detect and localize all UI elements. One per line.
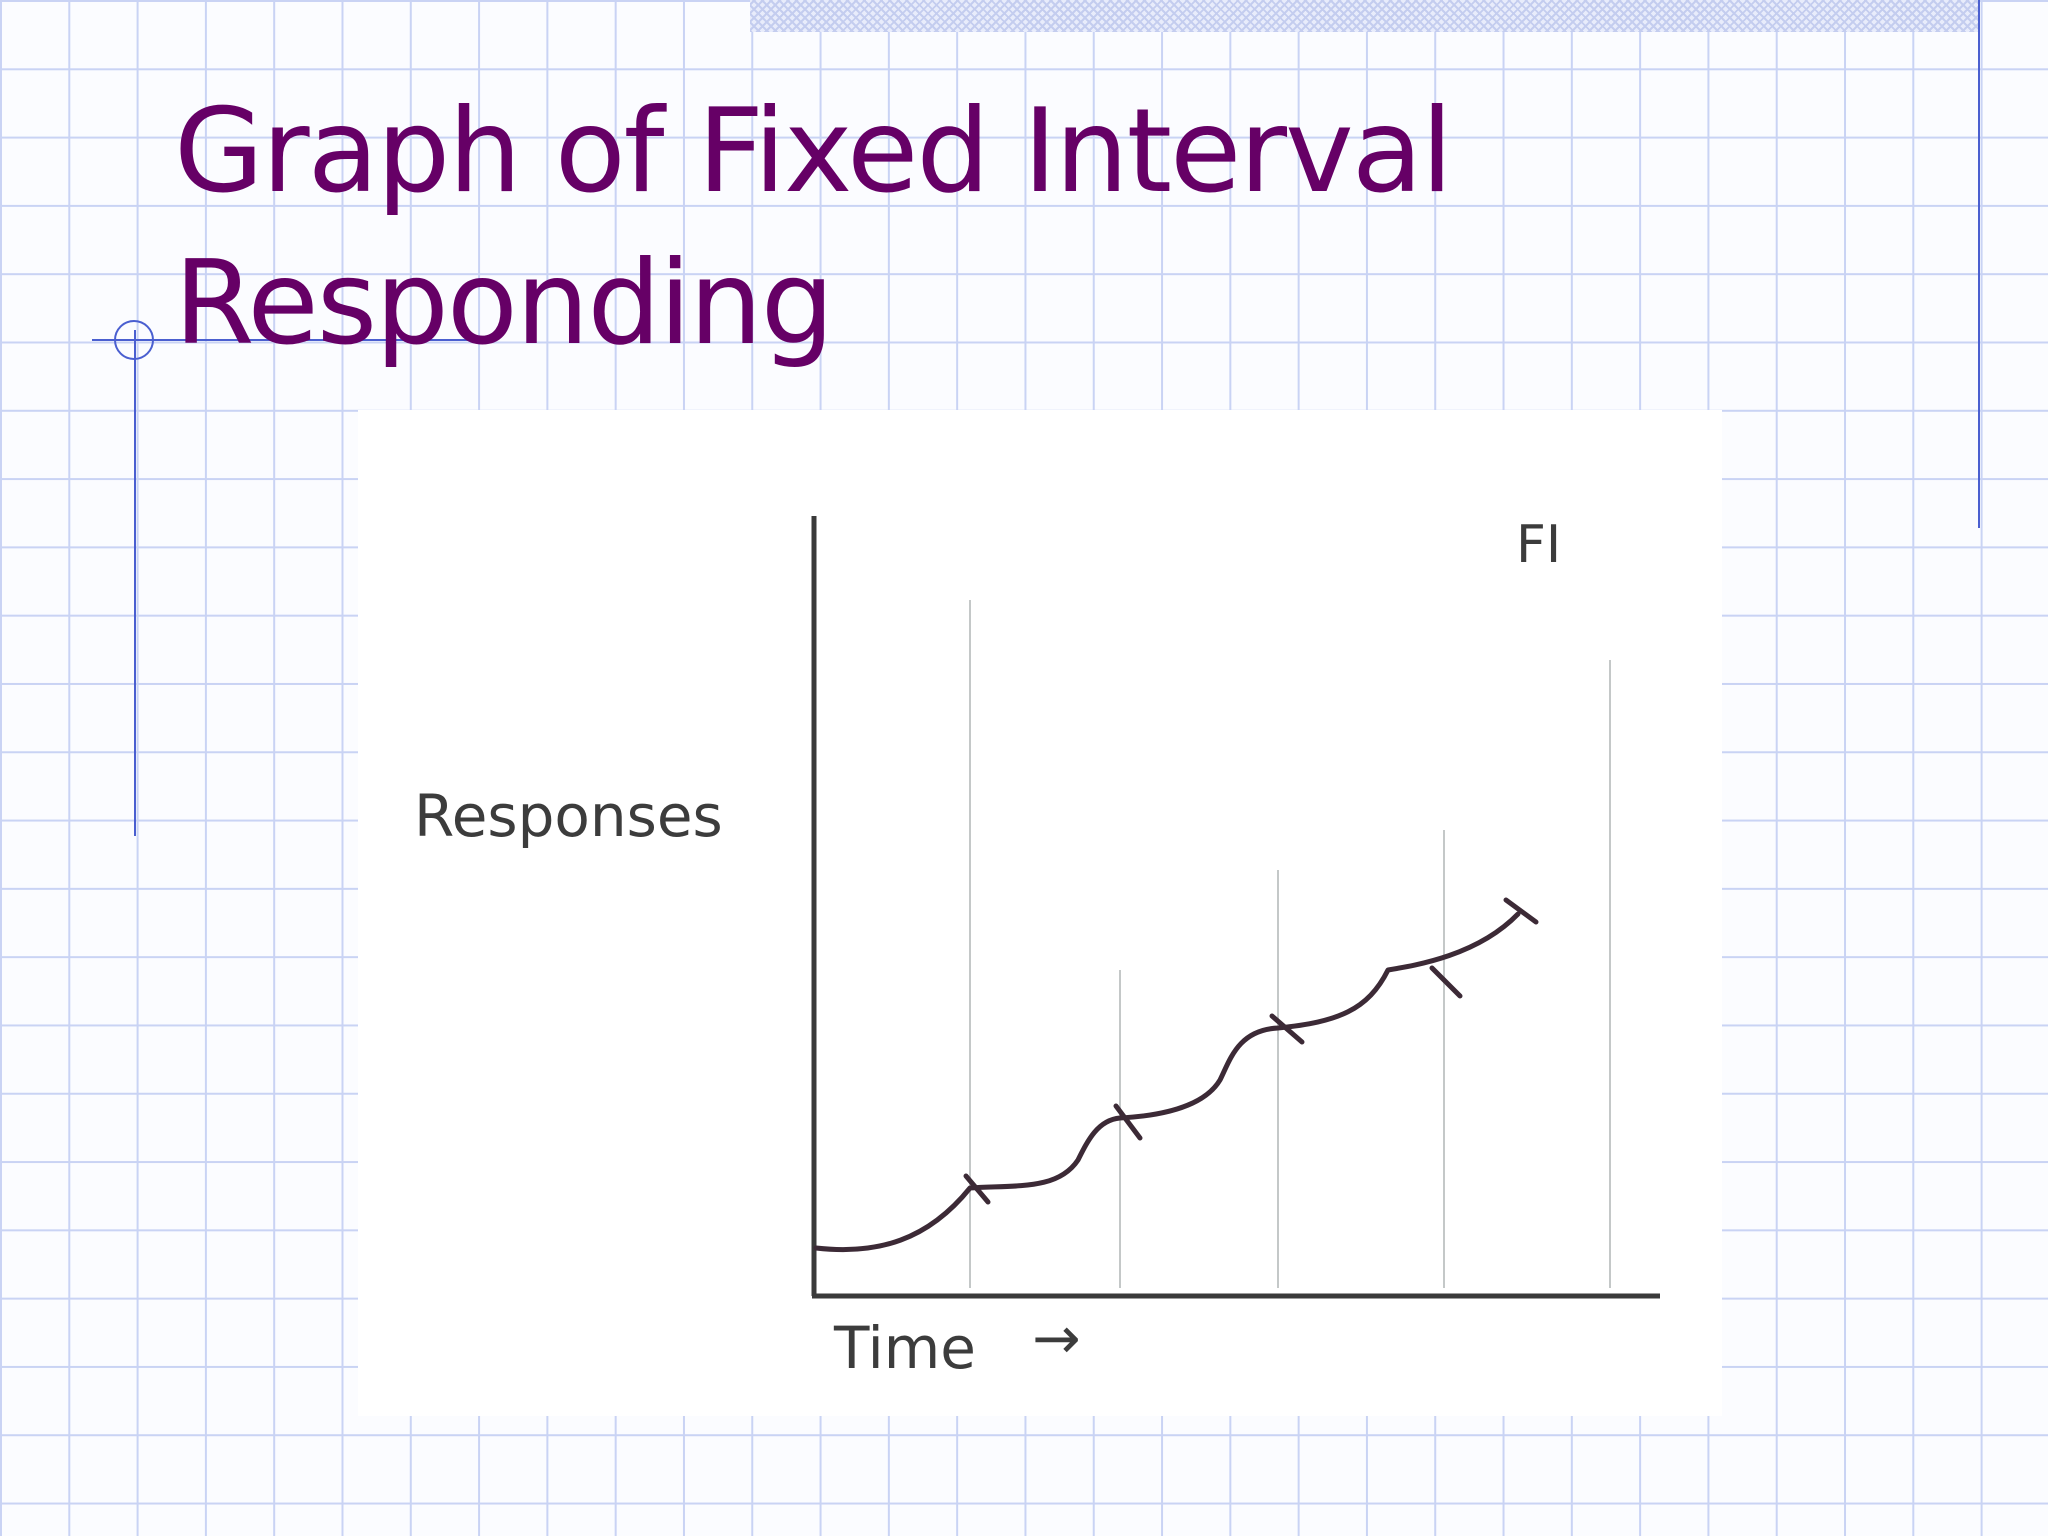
x-axis-label: Time (833, 1314, 976, 1382)
decorative-title-underline (92, 339, 492, 341)
decorative-top-band (750, 0, 1980, 32)
decorative-right-rule (1978, 0, 1980, 528)
slide-title: Graph of Fixed Interval Responding (174, 76, 1874, 380)
slide-title-line-2: Responding (174, 236, 834, 371)
x-axis-arrow: → (1032, 1304, 1081, 1372)
decorative-circle-mark (114, 320, 154, 360)
fi-graph-svg: FI Responses Time → (414, 515, 1660, 1382)
slide-title-line-1: Graph of Fixed Interval (174, 84, 1453, 219)
reinforcement-mark-4 (1429, 965, 1463, 999)
cumulative-response-curve (813, 911, 1521, 1253)
interval-markers (969, 600, 1611, 1288)
schedule-label: FI (1516, 515, 1561, 575)
reinforcement-mark-2 (1113, 1103, 1143, 1141)
y-axis-label: Responses (414, 782, 723, 850)
reinforcement-mark-5 (1503, 897, 1539, 925)
fi-graph-figure: FI Responses Time → (358, 410, 1722, 1416)
decorative-left-rule (134, 330, 136, 836)
reinforcement-marks (963, 897, 1539, 1205)
reinforcement-mark-3 (1269, 1013, 1305, 1045)
reinforcement-mark-1 (963, 1173, 991, 1205)
